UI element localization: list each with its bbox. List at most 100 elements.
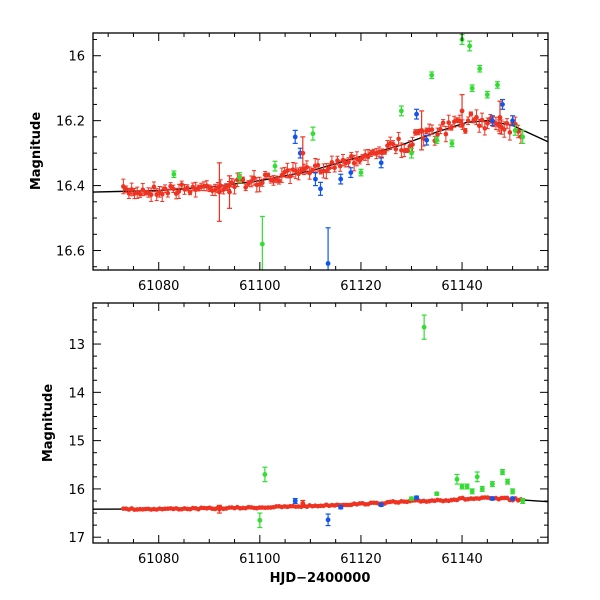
top-red-point xyxy=(154,188,159,202)
top-red-point xyxy=(443,125,449,143)
top-red-point xyxy=(229,177,235,188)
top-green-point xyxy=(259,215,265,270)
top-red-point xyxy=(285,162,290,179)
bottom-y-tick-label: 16 xyxy=(68,483,85,498)
bottom-green-point xyxy=(505,478,511,485)
bottom-x-tick-label: 61100 xyxy=(239,552,280,567)
top-red-point xyxy=(179,180,185,189)
top-y-tick-label: 16.6 xyxy=(56,245,85,260)
top-red-point xyxy=(173,187,179,200)
bottom-blue-point xyxy=(378,502,384,508)
bottom-x-tick-label: 61080 xyxy=(138,552,179,567)
top-red-point xyxy=(410,136,415,153)
top-red-point xyxy=(468,111,474,117)
top-red-point xyxy=(396,131,401,146)
top-green-point xyxy=(398,105,404,117)
bottom-red_outliers-point xyxy=(216,504,222,514)
top-x-tick-label: 61080 xyxy=(138,279,179,294)
top-plot-frame xyxy=(92,32,549,271)
top-green-point xyxy=(467,40,473,52)
top-red-point xyxy=(446,114,451,131)
bottom-green-point xyxy=(409,496,414,501)
bottom-y-tick-label: 17 xyxy=(68,531,85,546)
top-red-point xyxy=(351,154,357,172)
top-red-point xyxy=(479,112,485,128)
top-blue-point xyxy=(348,167,354,179)
top-green-point xyxy=(429,71,435,80)
top-red-point xyxy=(232,179,237,195)
bottom-blue-point xyxy=(510,496,516,501)
bottom-red_outliers-point xyxy=(300,499,306,507)
top-green-point xyxy=(310,126,316,141)
bottom-blue-point xyxy=(489,496,495,501)
top-blue-point xyxy=(424,134,430,146)
top-green-point xyxy=(494,81,500,89)
top-red-point xyxy=(265,172,271,178)
top-red-point xyxy=(335,155,340,166)
bottom-green-point xyxy=(262,466,268,483)
top-red-point xyxy=(207,184,212,193)
bottom-green-point xyxy=(520,497,526,505)
bottom-green-point xyxy=(469,488,475,495)
bottom-panel: 61080 61100 61120 61140 13 14 15 16 17 Magnitude… xyxy=(41,302,549,586)
bottom-green-point xyxy=(454,473,460,485)
top-x-tick-label: 61120 xyxy=(340,279,381,294)
top-blue-point xyxy=(292,129,298,144)
top-red-point xyxy=(429,124,435,135)
top-red-point xyxy=(326,163,332,174)
top-red-point xyxy=(134,186,140,199)
bottom-y-axis-label: Magnitude xyxy=(41,384,56,463)
bottom-y-tick-label: 13 xyxy=(68,338,85,353)
top-red-point xyxy=(463,127,468,134)
bottom-green-point xyxy=(459,483,465,490)
bottom-red-point xyxy=(418,499,424,504)
top-red-point xyxy=(165,188,171,198)
bottom-green-point xyxy=(257,512,263,529)
top-red_outliers-point xyxy=(216,162,222,222)
top-red-point xyxy=(346,157,351,168)
top-red-point xyxy=(504,118,510,129)
bottom-plot-area xyxy=(93,314,548,529)
bottom-blue-point xyxy=(325,513,331,527)
top-red-point xyxy=(184,184,190,192)
bottom-green-point xyxy=(474,471,480,483)
top-blue-point xyxy=(338,173,344,185)
bottom-blue-point xyxy=(292,497,298,505)
top-x-tick-label: 61140 xyxy=(441,279,482,294)
bottom-blue-point xyxy=(338,504,344,510)
bottom-x-axis-label: HJD−2400000 xyxy=(270,571,371,586)
top-green-point xyxy=(358,168,364,177)
top-red_outliers-point xyxy=(227,175,232,209)
top-red-point xyxy=(337,160,343,172)
bottom-green-point xyxy=(510,488,516,495)
top-red-point xyxy=(296,167,301,181)
top-green-point xyxy=(272,160,278,172)
top-blue-point xyxy=(325,227,331,270)
top-red-point xyxy=(276,176,282,185)
bottom-green-point xyxy=(421,314,427,340)
top-red_outliers-point xyxy=(497,100,503,135)
top-blue-point xyxy=(489,115,495,127)
top-blue-point xyxy=(312,172,318,187)
top-red-point xyxy=(493,116,499,131)
top-red-point xyxy=(465,116,471,126)
top-red-point xyxy=(221,184,226,195)
bottom-red-series xyxy=(121,495,524,512)
top-green-point xyxy=(520,129,526,144)
top-x-tick-label: 61100 xyxy=(239,279,280,294)
top-y-tick-label: 16 xyxy=(68,50,85,65)
top-green-point xyxy=(171,170,177,179)
top-green-point xyxy=(434,136,440,144)
top-red-point xyxy=(279,167,285,183)
top-red-point xyxy=(332,162,337,173)
bottom-green-point xyxy=(464,483,470,490)
top-red-point xyxy=(471,117,476,124)
top-blue-point xyxy=(414,108,420,120)
top-red-point xyxy=(310,167,315,174)
top-blue-point xyxy=(510,115,516,127)
top-red-point xyxy=(248,175,254,188)
top-green-point xyxy=(477,64,483,73)
top-y-tick-label: 16.2 xyxy=(56,115,85,130)
bottom-green-point xyxy=(479,485,485,492)
